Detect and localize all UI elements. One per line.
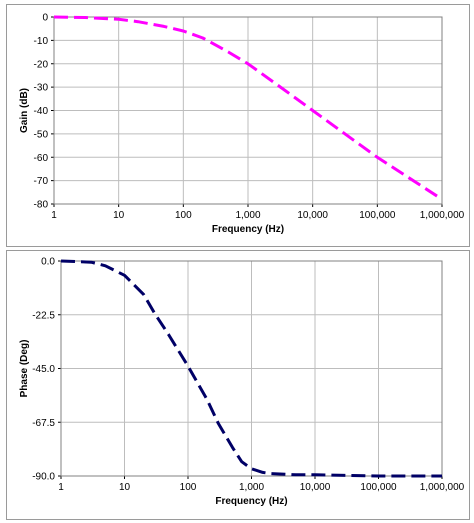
chart1-x-axis-title: Frequency (Hz)	[215, 496, 287, 507]
chart0-x-tick-label: 10	[113, 210, 125, 221]
chart0-y-tick-label: -10	[34, 36, 49, 47]
chart0-x-tick-label: 100,000	[359, 210, 396, 221]
chart1-y-axis-title: Phase (Deg)	[19, 340, 30, 398]
chart1-x-tick-label: 100	[180, 482, 197, 493]
chart1-x-tick-label: 10,000	[300, 482, 331, 493]
chart1-y-tick-label: 0.0	[41, 257, 55, 268]
chart0-y-axis-title: Gain (dB)	[19, 88, 30, 133]
chart1-x-tick-label: 100,000	[360, 482, 397, 493]
chart1-x-tick-label: 1,000	[239, 482, 264, 493]
chart0-x-tick-label: 1,000,000	[420, 210, 465, 221]
chart0-y-tick-label: -70	[34, 176, 49, 187]
chart0-y-tick-label: -20	[34, 59, 49, 70]
chart0-x-axis-title: Frequency (Hz)	[212, 224, 284, 235]
chart0-series-line-0	[53, 15, 443, 201]
chart0-y-tick-label: -50	[34, 129, 49, 140]
chart0-y-tick-label: -40	[34, 106, 49, 117]
chart0-x-tick-label: 1,000	[235, 210, 260, 221]
chart0-y-tick-label: -80	[34, 200, 49, 211]
chart1-y-tick-label: -22.5	[32, 310, 55, 321]
chart1-y-tick-label: -67.5	[32, 418, 55, 429]
chart0-x-tick-label: 1	[51, 210, 57, 221]
chart1-y-tick-label: -90.0	[32, 472, 55, 483]
chart0-y-tick-label: 0	[42, 13, 48, 24]
chart1-y-tick-label: -45.0	[32, 364, 55, 375]
gain-chart: 1 10 100 1,000 10,000 100,000 1,000,000 0 -10 -20…	[19, 13, 465, 236]
chart0-y-tick-label: -60	[34, 153, 49, 164]
chart1-series-line-0	[60, 259, 442, 478]
chart0-x-tick-label: 10,000	[297, 210, 328, 221]
chart0-x-tick-label: 100	[175, 210, 192, 221]
chart1-x-tick-label: 1	[58, 482, 64, 493]
chart1-plot-border	[60, 260, 443, 477]
chart1-x-tick-label: 10	[119, 482, 131, 493]
chart0-plot-border	[53, 16, 443, 205]
chart1-x-tick-label: 1,000,000	[420, 482, 465, 493]
chart0-y-tick-label: -30	[34, 83, 49, 94]
